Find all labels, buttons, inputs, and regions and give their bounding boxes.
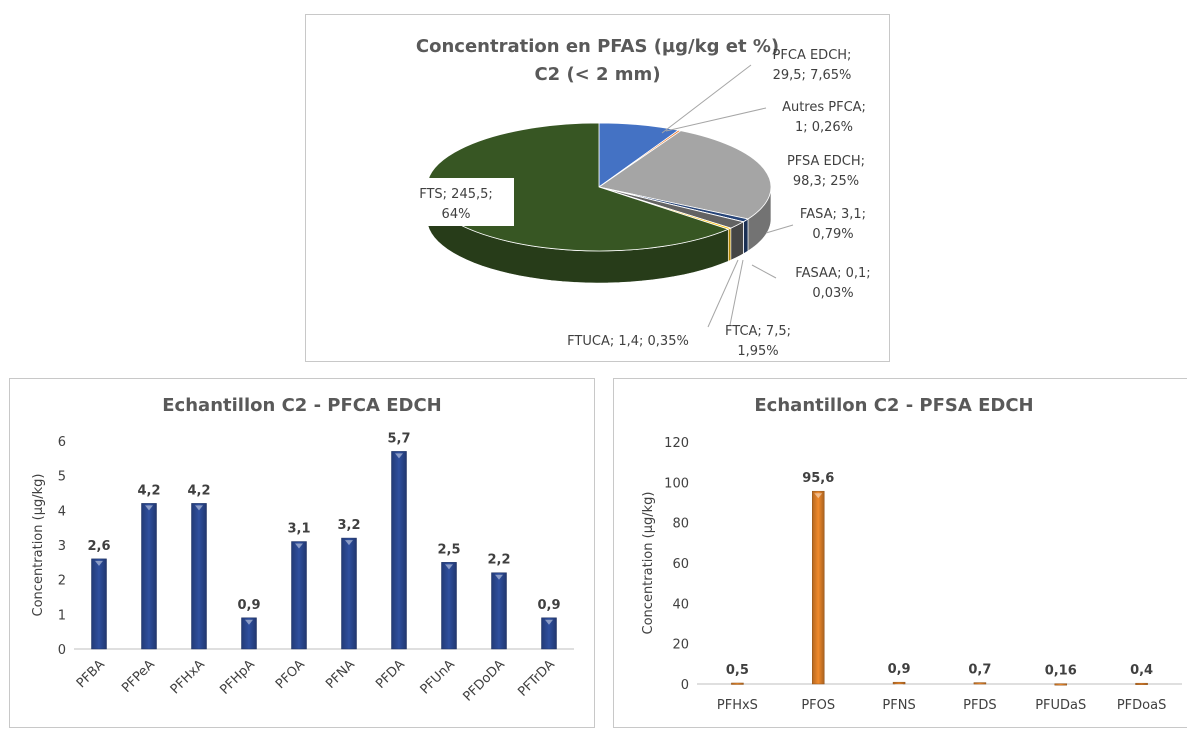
bar-pfna bbox=[342, 538, 357, 649]
value-label-pfhpa: 0,9 bbox=[237, 598, 260, 613]
bar-pfhxa bbox=[192, 503, 207, 649]
value-label-pfpea: 4,2 bbox=[137, 483, 160, 498]
y-tick-label: 0 bbox=[58, 643, 66, 658]
bar-pfba bbox=[92, 559, 107, 649]
y-tick-label: 5 bbox=[58, 470, 66, 485]
value-label-pfna: 3,2 bbox=[337, 518, 360, 533]
y-tick-label: 100 bbox=[664, 476, 689, 491]
value-label-pfudas: 0,16 bbox=[1045, 664, 1077, 679]
pie-label-value-pfsa-edch: 98,3; 25% bbox=[793, 174, 859, 189]
pie-label-value-fts: 64% bbox=[442, 207, 471, 222]
bar-highlight bbox=[1138, 685, 1146, 690]
y-axis-title: Concentration (µg/kg) bbox=[641, 492, 656, 635]
pie-label-fasaa: FASAA; 0,1; bbox=[795, 266, 870, 281]
bar-pfdoas bbox=[1136, 683, 1148, 685]
value-label-pfba: 2,6 bbox=[87, 539, 110, 554]
value-label-pfuna: 2,5 bbox=[437, 542, 460, 557]
bar-pfuna bbox=[442, 562, 457, 649]
bar-pfdoda bbox=[492, 573, 507, 649]
category-label-pfda: PFDA bbox=[373, 657, 408, 692]
bar-pfudas bbox=[1055, 684, 1067, 686]
bar-highlight bbox=[976, 685, 984, 690]
pfca-bar-chart-svg: 0 1 2 3 4 5 6 Concentration (µg/kg) 2,6 PFBA 4,2 PF… bbox=[10, 379, 596, 729]
y-tick-label: 80 bbox=[672, 517, 689, 532]
pie-label-autres-pfca: Autres PFCA; bbox=[782, 100, 866, 115]
y-tick-label: 3 bbox=[58, 539, 66, 554]
pie-leader-line-ftuca bbox=[708, 260, 738, 327]
pie-leader-line-pfca-edch bbox=[662, 65, 751, 133]
y-tick-label: 60 bbox=[672, 557, 689, 572]
pie-leader-line-autres-pfca bbox=[666, 108, 766, 131]
pie-leader-line-ftca bbox=[730, 260, 743, 325]
value-label-pfdoda: 2,2 bbox=[487, 553, 510, 568]
y-tick-label: 2 bbox=[58, 574, 66, 589]
pie-label-value-ftca: 1,95% bbox=[737, 344, 778, 359]
pie-side-ftuca bbox=[728, 228, 731, 261]
pie-leader-line-fasaa bbox=[752, 265, 776, 278]
y-tick-label: 1 bbox=[58, 608, 66, 623]
bar-pfds bbox=[974, 683, 986, 685]
category-label-pfudas: PFUDaS bbox=[1035, 698, 1086, 713]
category-label-pfdoda: PFDoDA bbox=[460, 657, 507, 704]
pie-label-pfsa-edch: PFSA EDCH; bbox=[787, 154, 865, 169]
pie-label-value-pfca-edch: 29,5; 7,65% bbox=[773, 68, 852, 83]
y-axis-title: Concentration (µg/kg) bbox=[31, 474, 46, 617]
y-tick-label: 40 bbox=[672, 597, 689, 612]
category-label-pfba: PFBA bbox=[74, 657, 108, 691]
pie-label-value-fasa: 0,79% bbox=[812, 227, 853, 242]
value-label-pfds: 0,7 bbox=[968, 663, 991, 678]
pie-chart-panel: Concentration en PFAS (µg/kg et %) C2 (<… bbox=[305, 14, 890, 362]
category-label-pfna: PFNA bbox=[323, 657, 358, 692]
value-label-pfns: 0,9 bbox=[888, 662, 911, 677]
value-label-pftrda: 0,9 bbox=[537, 598, 560, 613]
category-label-pfhxa: PFHxA bbox=[168, 657, 208, 697]
y-tick-label: 0 bbox=[681, 678, 689, 693]
pie-label-value-fasaa: 0,03% bbox=[812, 286, 853, 301]
pfsa-bar-chart-svg: 0 20 40 60 80 100 120 Concentration (µg/kg) 0,5 P… bbox=[614, 379, 1187, 729]
pie-label-ftuca: FTUCA; 1,4; 0,35% bbox=[567, 334, 689, 349]
bar-pfos bbox=[812, 491, 824, 684]
pie-label-pfca-edch: PFCA EDCH; bbox=[773, 48, 852, 63]
bar-pfpea bbox=[142, 503, 157, 649]
bar-pfhxs bbox=[731, 683, 743, 685]
pie-label-ftca: FTCA; 7,5; bbox=[725, 324, 791, 339]
value-label-pfda: 5,7 bbox=[387, 431, 410, 446]
y-tick-label: 4 bbox=[58, 504, 66, 519]
y-tick-label: 120 bbox=[664, 436, 689, 451]
category-label-pfoa: PFOA bbox=[273, 657, 308, 692]
bar-highlight bbox=[895, 684, 903, 689]
bar-highlight bbox=[733, 685, 741, 690]
y-tick-label: 20 bbox=[672, 638, 689, 653]
pie-label-value-autres-pfca: 1; 0,26% bbox=[795, 120, 853, 135]
value-label-pfoa: 3,1 bbox=[287, 522, 310, 537]
value-label-pfhxa: 4,2 bbox=[187, 483, 210, 498]
pie-label-fasa: FASA; 3,1; bbox=[800, 207, 866, 222]
category-label-pfdoas: PFDoaS bbox=[1117, 698, 1167, 713]
value-label-pfos: 95,6 bbox=[802, 471, 834, 486]
value-label-pfhxs: 0,5 bbox=[726, 663, 749, 678]
bar-highlight bbox=[1057, 686, 1065, 691]
pie-side-fasa bbox=[743, 219, 748, 254]
category-label-pfhpa: PFHpA bbox=[217, 657, 258, 698]
category-label-pftrda: PFTrDA bbox=[515, 657, 558, 700]
pie-chart-svg: PFCA EDCH; 29,5; 7,65% Autres PFCA; 1; 0,26… bbox=[306, 15, 891, 363]
pie-label-fts: FTS; 245,5; bbox=[419, 187, 493, 202]
category-label-pfpea: PFPeA bbox=[119, 657, 158, 696]
bar-pfda bbox=[392, 451, 407, 649]
y-tick-label: 6 bbox=[58, 435, 66, 450]
value-label-pfdoas: 0,4 bbox=[1130, 663, 1153, 678]
category-label-pfns: PFNS bbox=[882, 698, 915, 713]
category-label-pfds: PFDS bbox=[963, 698, 997, 713]
category-label-pfos: PFOS bbox=[801, 698, 835, 713]
category-label-pfhxs: PFHxS bbox=[717, 698, 758, 713]
bar-pfns bbox=[893, 682, 905, 684]
bar-pfoa bbox=[292, 542, 307, 649]
category-label-pfuna: PFUnA bbox=[418, 657, 458, 697]
